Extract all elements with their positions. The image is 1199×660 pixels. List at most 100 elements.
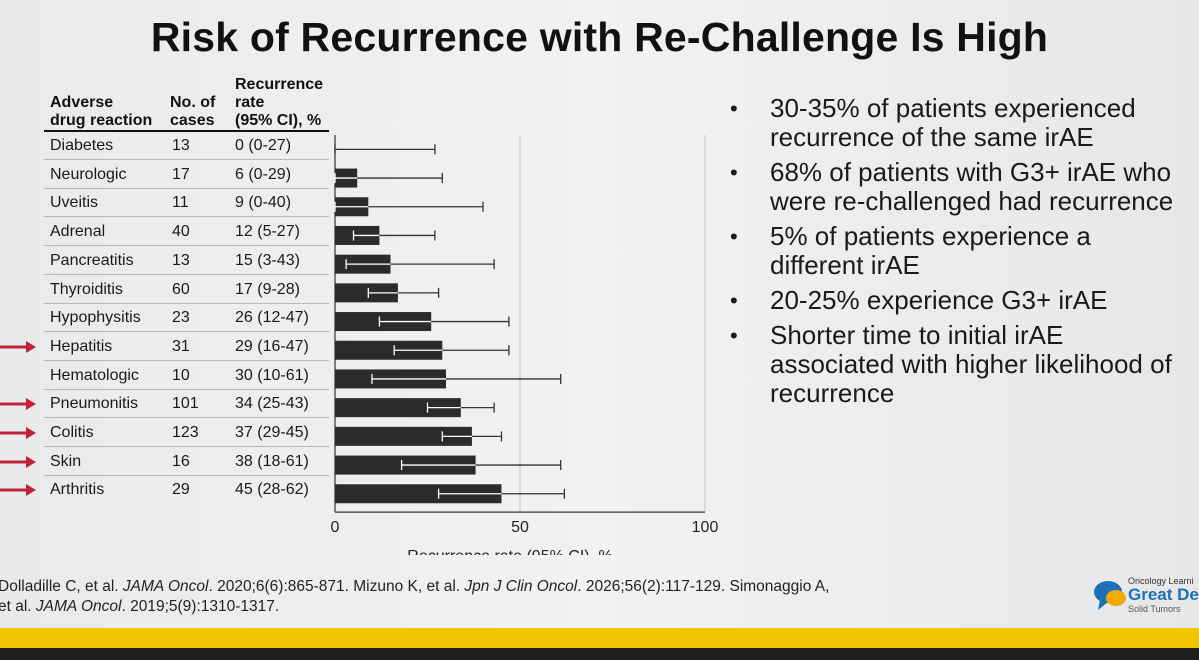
- bullet-item: • Shorter time to initial irAE associated…: [730, 321, 1180, 408]
- row-divider: [44, 359, 329, 361]
- row-cases: 101: [172, 395, 199, 413]
- row-divider: [44, 388, 329, 390]
- row-divider: [44, 216, 329, 218]
- row-rate: 15 (3-43): [235, 251, 300, 269]
- highlight-arrow-icon: [0, 427, 36, 439]
- row-rate: 9 (0-40): [235, 194, 292, 212]
- header-reaction-line2: drug reaction: [50, 112, 153, 129]
- highlight-arrow-icon: [0, 455, 36, 468]
- row-divider: [44, 331, 329, 333]
- row-rate: 29 (16-47): [235, 337, 309, 355]
- bullet-item: • 5% of patients experience a different i…: [730, 222, 1180, 280]
- header-cases-line1: No. of: [170, 94, 216, 111]
- row-reaction: Hepatitis: [50, 337, 113, 355]
- row-divider: [44, 302, 329, 304]
- x-tick-label: 0: [331, 519, 340, 536]
- row-rate: 17 (9-28): [235, 280, 300, 298]
- row-reaction: Diabetes: [50, 137, 114, 154]
- row-reaction: Adrenal: [50, 223, 106, 241]
- bar: [335, 426, 472, 446]
- ref3-authors: et al.: [0, 598, 36, 615]
- row-cases: 13: [172, 137, 190, 154]
- row-reaction: Hypophysitis: [50, 309, 141, 327]
- row-divider: [44, 474, 329, 476]
- recurrence-bar-chart: 0 50 100 Recurrence rate (95% CI), %: [331, 135, 719, 555]
- ref2-journal: Jpn J Clin Oncol: [464, 578, 578, 595]
- row-rate: 45 (28-62): [235, 481, 309, 499]
- row-divider: [44, 273, 329, 275]
- bullet-text: 30-35% of patients experienced recurrenc…: [770, 93, 1136, 152]
- bullet-text: 20-25% experience G3+ irAE: [770, 285, 1108, 315]
- header-divider: [44, 130, 329, 132]
- ref3-rest: . 2019;5(9):1310-1317.: [121, 598, 280, 615]
- row-reaction: Uveitis: [50, 194, 99, 212]
- row-reaction: Pneumonitis: [50, 395, 139, 413]
- bullet-dot: •: [730, 160, 738, 185]
- row-divider: [44, 417, 329, 419]
- row-divider: [44, 446, 329, 447]
- row-reaction: Thyroiditis: [50, 280, 123, 298]
- row-rate: 34 (25-43): [235, 395, 309, 413]
- row-rate: 26 (12-47): [235, 309, 309, 327]
- speech-bubble-logo-icon: [1094, 581, 1126, 610]
- x-tick-label: 100: [692, 519, 719, 536]
- bullet-dot: •: [730, 288, 738, 313]
- ref2-rest: . 2026;56(2):117-129. Simonaggio A,: [577, 578, 830, 595]
- bullet-dot: •: [730, 96, 738, 121]
- bottom-edge: [0, 648, 1199, 660]
- slide: Risk of Recurrence with Re-Challenge Is …: [0, 0, 1199, 628]
- row-rate: 30 (10-61): [235, 366, 309, 384]
- row-cases: 16: [172, 452, 190, 470]
- header-rate-line1: Recurrence: [235, 76, 324, 93]
- header-rate: Recurrence rate (95% CI), %: [235, 76, 323, 130]
- bullet-text: Shorter time to initial irAE associated …: [770, 320, 1172, 408]
- x-tick-label: 50: [511, 519, 529, 536]
- ref3-journal: JAMA Oncol: [35, 598, 122, 615]
- bullet-dot: •: [730, 323, 738, 348]
- row-cases: 17: [172, 165, 190, 183]
- row-reaction: Arthritis: [50, 481, 105, 499]
- bullet-text: 5% of patients experience a different ir…: [770, 221, 1091, 280]
- row-cases: 31: [172, 337, 190, 355]
- row-reaction: Hematologic: [50, 366, 139, 384]
- header-cases-line2: cases: [170, 112, 215, 129]
- row-cases: 23: [172, 309, 190, 327]
- bullet-text: 68% of patients with G3+ irAE who were r…: [770, 157, 1174, 216]
- references: Dolladille C, et al. JAMA Oncol . 2020;6(…: [0, 577, 1068, 617]
- row-cases: 29: [172, 481, 190, 499]
- highlight-arrow-icon: [0, 340, 36, 353]
- bar: [335, 283, 398, 303]
- row-reaction: Colitis: [50, 424, 94, 441]
- slide-title: Risk of Recurrence with Re-Challenge Is …: [150, 14, 1049, 60]
- row-divider: [44, 245, 329, 247]
- reference-line-1: Dolladille C, et al. JAMA Oncol. 2020;6(…: [0, 577, 1068, 597]
- ref1-rest: . 2020;6(6):865-871. Mizuno K, et al.: [208, 578, 465, 595]
- row-rate: 38 (18-61): [235, 452, 309, 470]
- row-reaction: Skin: [50, 452, 82, 470]
- row-cases: 10: [172, 366, 190, 384]
- header-rate-line3: (95% CI), %: [235, 112, 322, 129]
- header-reaction: Adverse drug reaction: [50, 94, 152, 130]
- bullet-item: • 30-35% of patients experienced recurren…: [730, 94, 1180, 152]
- bullet-item: • 20-25% experience G3+ irAE: [730, 286, 1180, 315]
- bar: [335, 484, 502, 504]
- row-divider: [44, 187, 329, 189]
- bar: [335, 340, 443, 360]
- row-rate: 6 (0-29): [235, 165, 292, 183]
- row-cases: 13: [172, 251, 190, 269]
- row-rate: 37 (29-45): [235, 424, 309, 441]
- bullet-dot: •: [730, 224, 738, 249]
- row-cases: 40: [172, 223, 190, 241]
- row-reaction: Pancreatitis: [50, 251, 134, 269]
- reference-line-2: et al. JAMA Oncol. 2019;5(9):1310-1317.: [0, 597, 1068, 617]
- row-cases: 123: [172, 424, 199, 441]
- highlight-arrow-icon: [0, 484, 36, 497]
- logo-line-3: Solid Tumors: [1128, 604, 1181, 614]
- ref1-authors: Dolladille C, et al.: [0, 578, 123, 595]
- bullet-list: • 30-35% of patients experienced recurren…: [730, 94, 1180, 414]
- bar: [335, 398, 461, 418]
- row-cases: 11: [172, 194, 189, 212]
- x-axis-label: Recurrence rate (95% CI), %: [407, 548, 612, 555]
- row-rate: 0 (0-27): [235, 137, 292, 154]
- header-reaction-line1: Adverse: [50, 94, 114, 111]
